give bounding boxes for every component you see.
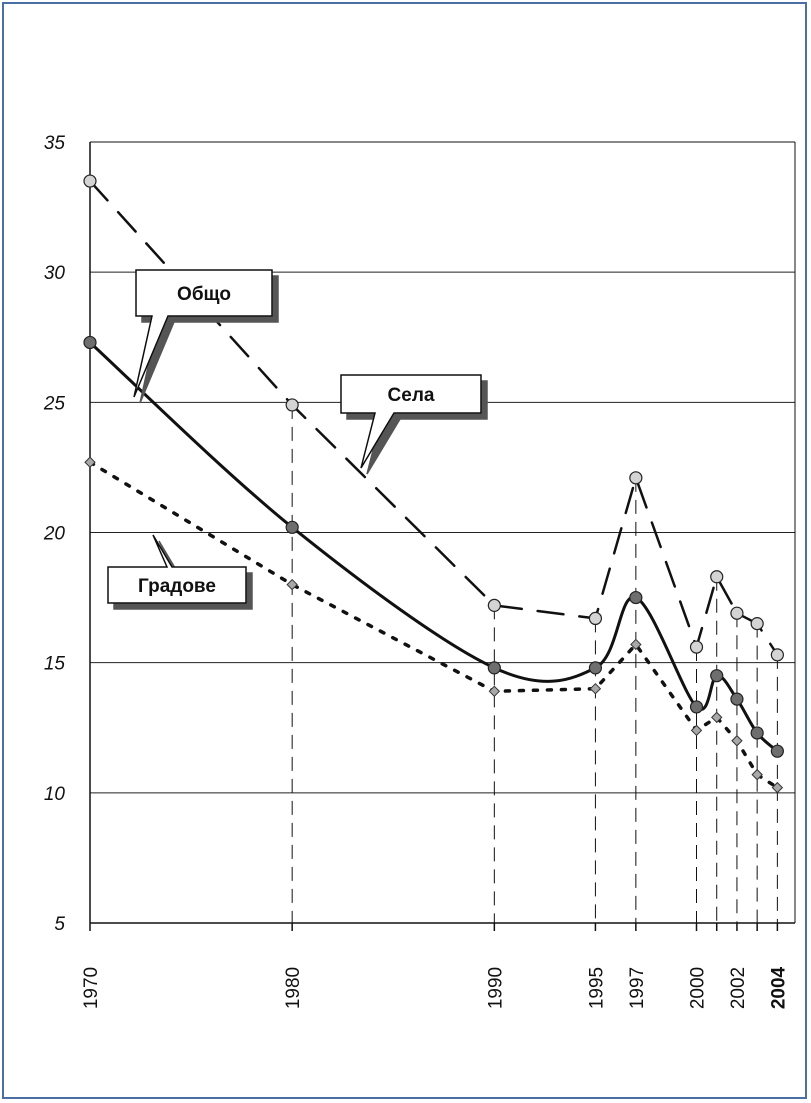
y-tick-label: 20	[43, 524, 66, 545]
x-tick-labels: 1970 1980 1990 1995 1997 2000 2002 2004	[81, 966, 789, 1009]
data-point-circle	[750, 726, 764, 740]
callout-villages: Села	[340, 374, 482, 469]
data-point-circle	[629, 471, 643, 485]
data-point-diamond	[589, 682, 602, 695]
y-tick-label: 30	[44, 263, 66, 284]
series-line-1	[88, 179, 779, 657]
data-point-circle	[710, 669, 724, 683]
callout-towns-label: Градове	[138, 576, 216, 597]
callout-total-box	[133, 269, 273, 398]
callout-villages-box	[340, 374, 482, 469]
callout-towns-box	[107, 534, 247, 604]
callout-villages-label: Села	[388, 385, 435, 406]
data-point-diamond	[731, 735, 743, 747]
x-tick-label: 2002	[728, 967, 749, 1009]
data-point-circle	[689, 700, 704, 714]
data-point-circle	[487, 598, 501, 612]
data-point-circle	[730, 692, 744, 706]
data-point-diamond	[690, 724, 703, 737]
data-point-diamond	[771, 781, 784, 794]
data-point-diamond	[630, 638, 642, 651]
x-tick-label: 2000	[688, 967, 709, 1009]
data-point-diamond	[286, 578, 298, 591]
x-tick-label: 1997	[627, 967, 648, 1009]
y-tick-label: 5	[54, 914, 65, 935]
data-point-circle	[588, 611, 603, 626]
data-point-circle	[730, 606, 744, 620]
y-tick-label: 15	[44, 654, 66, 675]
axes	[89, 141, 796, 931]
series-line-2	[88, 460, 780, 790]
x-tick-label: 1990	[485, 967, 506, 1009]
data-point-diamond	[711, 711, 723, 724]
x-tick-label: 2004	[768, 966, 789, 1009]
x-tick-label: 1980	[283, 967, 304, 1009]
callout-total-label: Общо	[177, 284, 231, 305]
data-point-diamond	[84, 456, 96, 468]
data-point-circle	[487, 661, 501, 675]
callout-towns: Градове	[107, 534, 247, 604]
data-point-diamond	[751, 768, 763, 781]
data-point-circle	[689, 640, 704, 654]
data-point-circle	[750, 617, 764, 631]
x-tick-label: 1995	[586, 967, 607, 1009]
y-tick-label: 35	[44, 133, 66, 154]
drop-lines	[291, 404, 778, 923]
data-point-circle	[83, 335, 97, 350]
y-tick-label: 10	[44, 784, 66, 805]
x-tick-label: 1970	[81, 967, 102, 1009]
series-markers	[83, 174, 784, 794]
data-point-circle	[285, 520, 299, 534]
data-point-circle	[629, 590, 643, 605]
data-point-circle	[770, 648, 784, 662]
data-point-circle	[770, 744, 784, 758]
data-point-diamond	[488, 685, 501, 698]
data-point-circle	[83, 174, 97, 188]
data-point-circle	[710, 570, 724, 584]
y-tick-labels: 5 10 15 20 25 30 35	[43, 133, 66, 935]
data-point-circle	[588, 661, 603, 675]
callout-total: Общо	[133, 269, 273, 398]
y-tick-label: 25	[43, 393, 66, 414]
data-point-circle	[285, 398, 299, 412]
